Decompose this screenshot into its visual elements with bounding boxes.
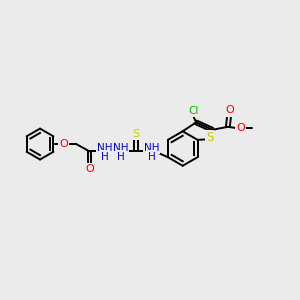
Text: H: H: [101, 152, 109, 161]
Text: O: O: [236, 123, 245, 133]
Text: S: S: [206, 131, 213, 144]
Text: NH: NH: [144, 142, 159, 153]
Text: O: O: [225, 106, 234, 116]
Text: NH: NH: [113, 142, 128, 153]
Text: S: S: [133, 129, 140, 139]
Text: Cl: Cl: [188, 106, 198, 116]
Text: NH: NH: [98, 142, 113, 153]
Text: H: H: [148, 152, 155, 161]
Text: H: H: [117, 152, 124, 161]
Text: O: O: [85, 164, 94, 174]
Text: O: O: [59, 139, 68, 149]
